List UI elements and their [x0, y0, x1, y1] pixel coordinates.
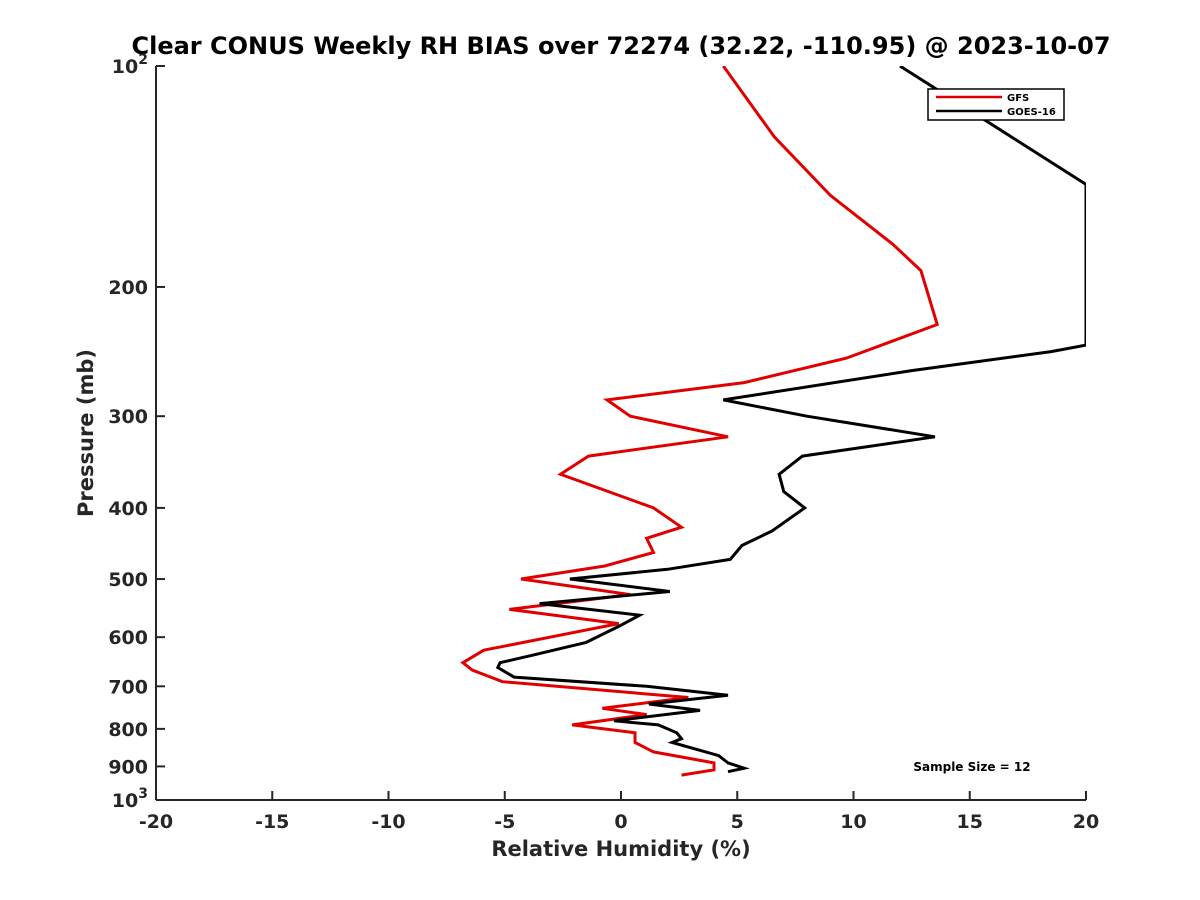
y-tick-label: 200 — [108, 277, 148, 299]
x-tick-label: -10 — [371, 811, 405, 833]
y-tick-label: 300 — [108, 406, 148, 428]
y-tick-label: 400 — [108, 498, 148, 520]
series-line-gfs — [460, 66, 940, 777]
y-tick-label: 500 — [108, 569, 148, 591]
x-axis: -20 -15 -10 -5 0 5 10 15 20 — [139, 791, 1099, 833]
y-tick-label: 700 — [108, 676, 148, 698]
y-tick-label: 102 — [112, 52, 148, 78]
x-tick-label: 5 — [731, 811, 744, 833]
x-tick-label: 20 — [1073, 811, 1099, 833]
legend-label: GOES-16 — [1007, 107, 1056, 118]
series-line-goes-16 — [495, 66, 1086, 774]
x-tick-label: 10 — [840, 811, 866, 833]
x-tick-label: -20 — [139, 811, 173, 833]
y-axis-label: Pressure (mb) — [74, 349, 98, 517]
series-lines — [460, 66, 1086, 777]
plot-area — [155, 66, 1086, 801]
x-tick-label: 0 — [614, 811, 627, 833]
y-tick-label: 900 — [108, 756, 148, 778]
legend: GFS GOES-16 — [927, 88, 1065, 121]
legend-label: GFS — [1007, 93, 1029, 104]
y-axis: 102 200 300 400 500 600 700 800 900 103 — [108, 52, 165, 812]
chart-title: Clear CONUS Weekly RH BIAS over 72274 (3… — [131, 32, 1110, 60]
legend-box — [927, 88, 1065, 121]
x-tick-label: 15 — [957, 811, 983, 833]
y-tick-label: 103 — [112, 786, 148, 812]
x-axis-label: Relative Humidity (%) — [491, 837, 750, 861]
x-tick-label: -15 — [255, 811, 289, 833]
y-tick-label: 800 — [108, 719, 148, 741]
sample-size-annotation: Sample Size = 12 — [913, 760, 1030, 774]
y-tick-label: 600 — [108, 627, 148, 649]
x-tick-label: -5 — [494, 811, 515, 833]
